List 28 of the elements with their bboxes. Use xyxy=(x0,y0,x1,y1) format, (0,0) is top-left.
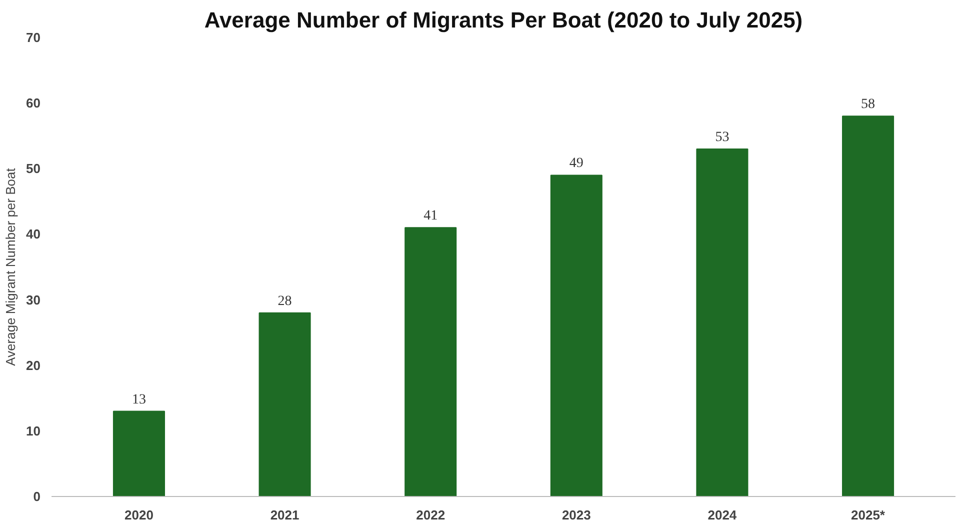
bar xyxy=(550,174,602,496)
x-tick-label: 2025* xyxy=(851,508,886,522)
data-label: 28 xyxy=(278,294,292,309)
y-tick-label: 50 xyxy=(26,161,41,176)
y-axis-title: Average Migrant Number per Boat xyxy=(3,168,18,366)
x-tick-label: 2020 xyxy=(124,508,154,522)
chart-title: Average Number of Migrants Per Boat (2020 to July 2025) xyxy=(204,8,803,32)
bar xyxy=(842,116,894,496)
bar xyxy=(258,312,311,496)
y-tick-label: 30 xyxy=(26,292,41,308)
y-tick-label: 70 xyxy=(26,30,41,45)
y-tick-label: 40 xyxy=(26,226,41,242)
x-tick-label: 2023 xyxy=(562,508,591,522)
data-label: 49 xyxy=(569,156,584,172)
x-tick-label: 2021 xyxy=(270,508,300,522)
bar xyxy=(112,410,165,496)
x-tick-label: 2022 xyxy=(416,508,446,522)
y-tick-label: 0 xyxy=(33,489,41,504)
bar xyxy=(696,148,748,496)
y-tick-label: 20 xyxy=(26,358,41,373)
data-label: 41 xyxy=(424,208,438,224)
data-label: 13 xyxy=(132,392,146,408)
bar xyxy=(404,227,457,496)
y-tick-label: 10 xyxy=(26,423,41,438)
x-tick-label: 2024 xyxy=(708,508,738,522)
data-label: 58 xyxy=(861,97,876,112)
y-tick-label: 60 xyxy=(26,96,41,111)
data-label: 53 xyxy=(715,130,730,145)
